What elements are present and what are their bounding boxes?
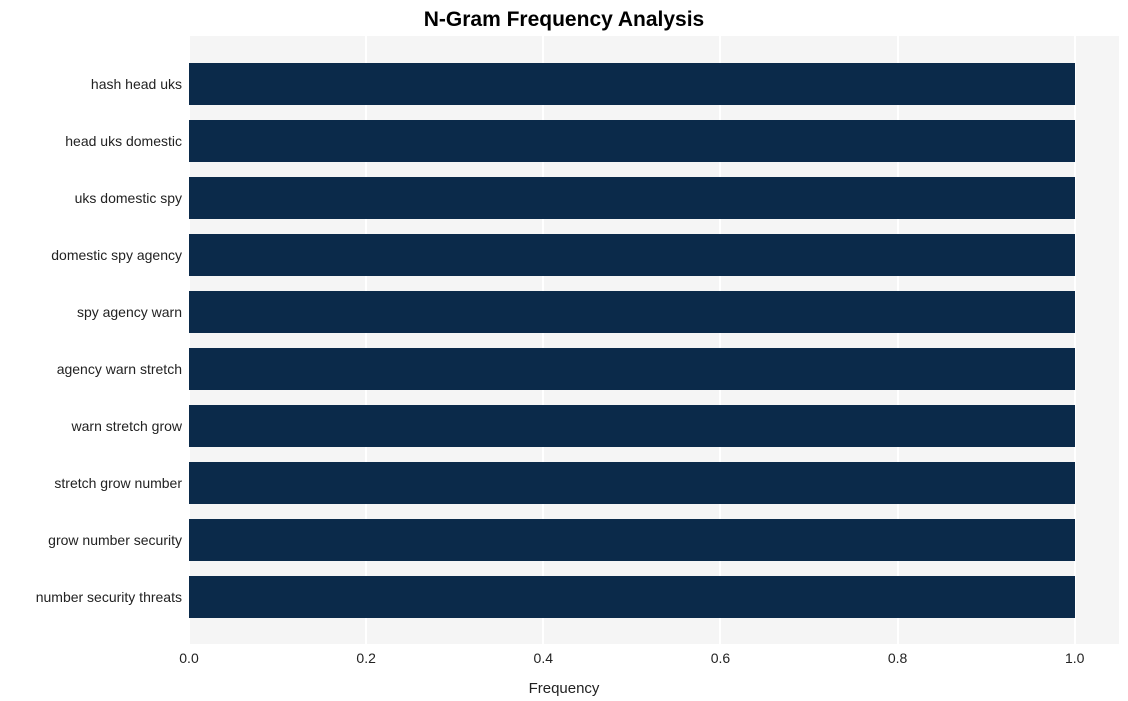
- bar-row: [189, 120, 1075, 162]
- chart-title: N-Gram Frequency Analysis: [0, 8, 1128, 32]
- y-tick-label: number security threats: [2, 576, 182, 618]
- y-tick-label: hash head uks: [2, 63, 182, 105]
- bar-row: [189, 405, 1075, 447]
- bar: [189, 120, 1075, 162]
- y-tick-label: head uks domestic: [2, 120, 182, 162]
- y-tick-label: grow number security: [2, 519, 182, 561]
- y-tick-label: agency warn stretch: [2, 348, 182, 390]
- y-tick-label: spy agency warn: [2, 291, 182, 333]
- bar: [189, 177, 1075, 219]
- bar-row: [189, 63, 1075, 105]
- y-tick-label: uks domestic spy: [2, 177, 182, 219]
- y-tick-label: warn stretch grow: [2, 405, 182, 447]
- x-tick-label: 0.8: [868, 650, 928, 666]
- x-tick-label: 1.0: [1045, 650, 1105, 666]
- chart-container: N-Gram Frequency Analysis Frequency hash…: [0, 0, 1128, 701]
- bar: [189, 291, 1075, 333]
- x-tick-label: 0.0: [159, 650, 219, 666]
- bar-row: [189, 177, 1075, 219]
- bar-row: [189, 291, 1075, 333]
- bar-row: [189, 519, 1075, 561]
- y-tick-label: stretch grow number: [2, 462, 182, 504]
- bar: [189, 405, 1075, 447]
- bar: [189, 519, 1075, 561]
- bar: [189, 462, 1075, 504]
- x-tick-label: 0.2: [336, 650, 396, 666]
- bar: [189, 576, 1075, 618]
- bar: [189, 348, 1075, 390]
- x-tick-label: 0.4: [513, 650, 573, 666]
- bar: [189, 63, 1075, 105]
- bar-row: [189, 234, 1075, 276]
- plot-area: [189, 36, 1119, 644]
- x-tick-label: 0.6: [690, 650, 750, 666]
- bar-row: [189, 348, 1075, 390]
- bar: [189, 234, 1075, 276]
- x-axis-label: Frequency: [0, 680, 1128, 697]
- y-tick-label: domestic spy agency: [2, 234, 182, 276]
- bar-row: [189, 576, 1075, 618]
- bar-row: [189, 462, 1075, 504]
